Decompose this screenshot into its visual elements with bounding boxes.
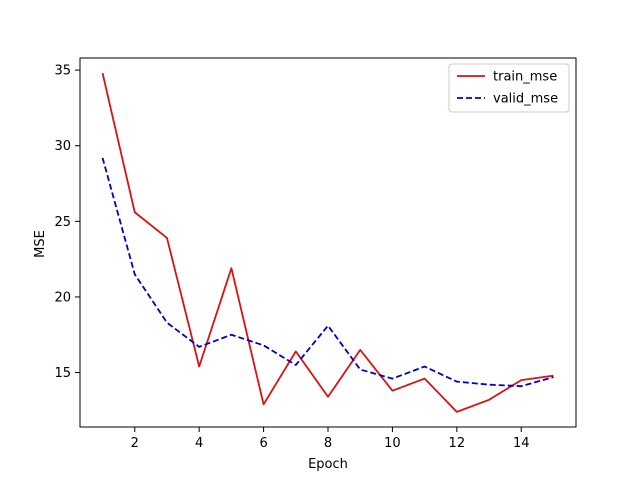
plot-area (79, 57, 577, 428)
x-axis-label: Epoch (308, 457, 348, 472)
x-axis: 2 4 6 8 10 12 14 (131, 427, 530, 451)
y-tick-label: 30 (54, 139, 71, 154)
series-line-train-mse (101, 72, 554, 413)
x-tick-label: 14 (513, 436, 530, 451)
x-tick-label: 12 (449, 436, 466, 451)
legend-label-valid-mse: valid_mse (493, 92, 558, 107)
x-tick-label: 8 (324, 436, 332, 451)
legend: train_mse valid_mse (448, 63, 570, 113)
legend-label-train-mse: train_mse (493, 70, 557, 85)
y-tick-label: 20 (54, 290, 71, 305)
x-tick-label: 10 (384, 436, 401, 451)
series-line-valid-mse (101, 157, 554, 388)
plot-frame (79, 57, 577, 428)
x-tick-label: 2 (131, 436, 139, 451)
y-tick-label: 35 (54, 64, 71, 79)
x-tick-label: 6 (259, 436, 267, 451)
y-tick-label: 25 (54, 215, 71, 230)
x-tick-label: 4 (195, 436, 203, 451)
y-axis-label: MSE (33, 230, 48, 258)
y-tick-label: 15 (54, 366, 71, 381)
y-axis: 15 20 25 30 35 (54, 64, 80, 381)
